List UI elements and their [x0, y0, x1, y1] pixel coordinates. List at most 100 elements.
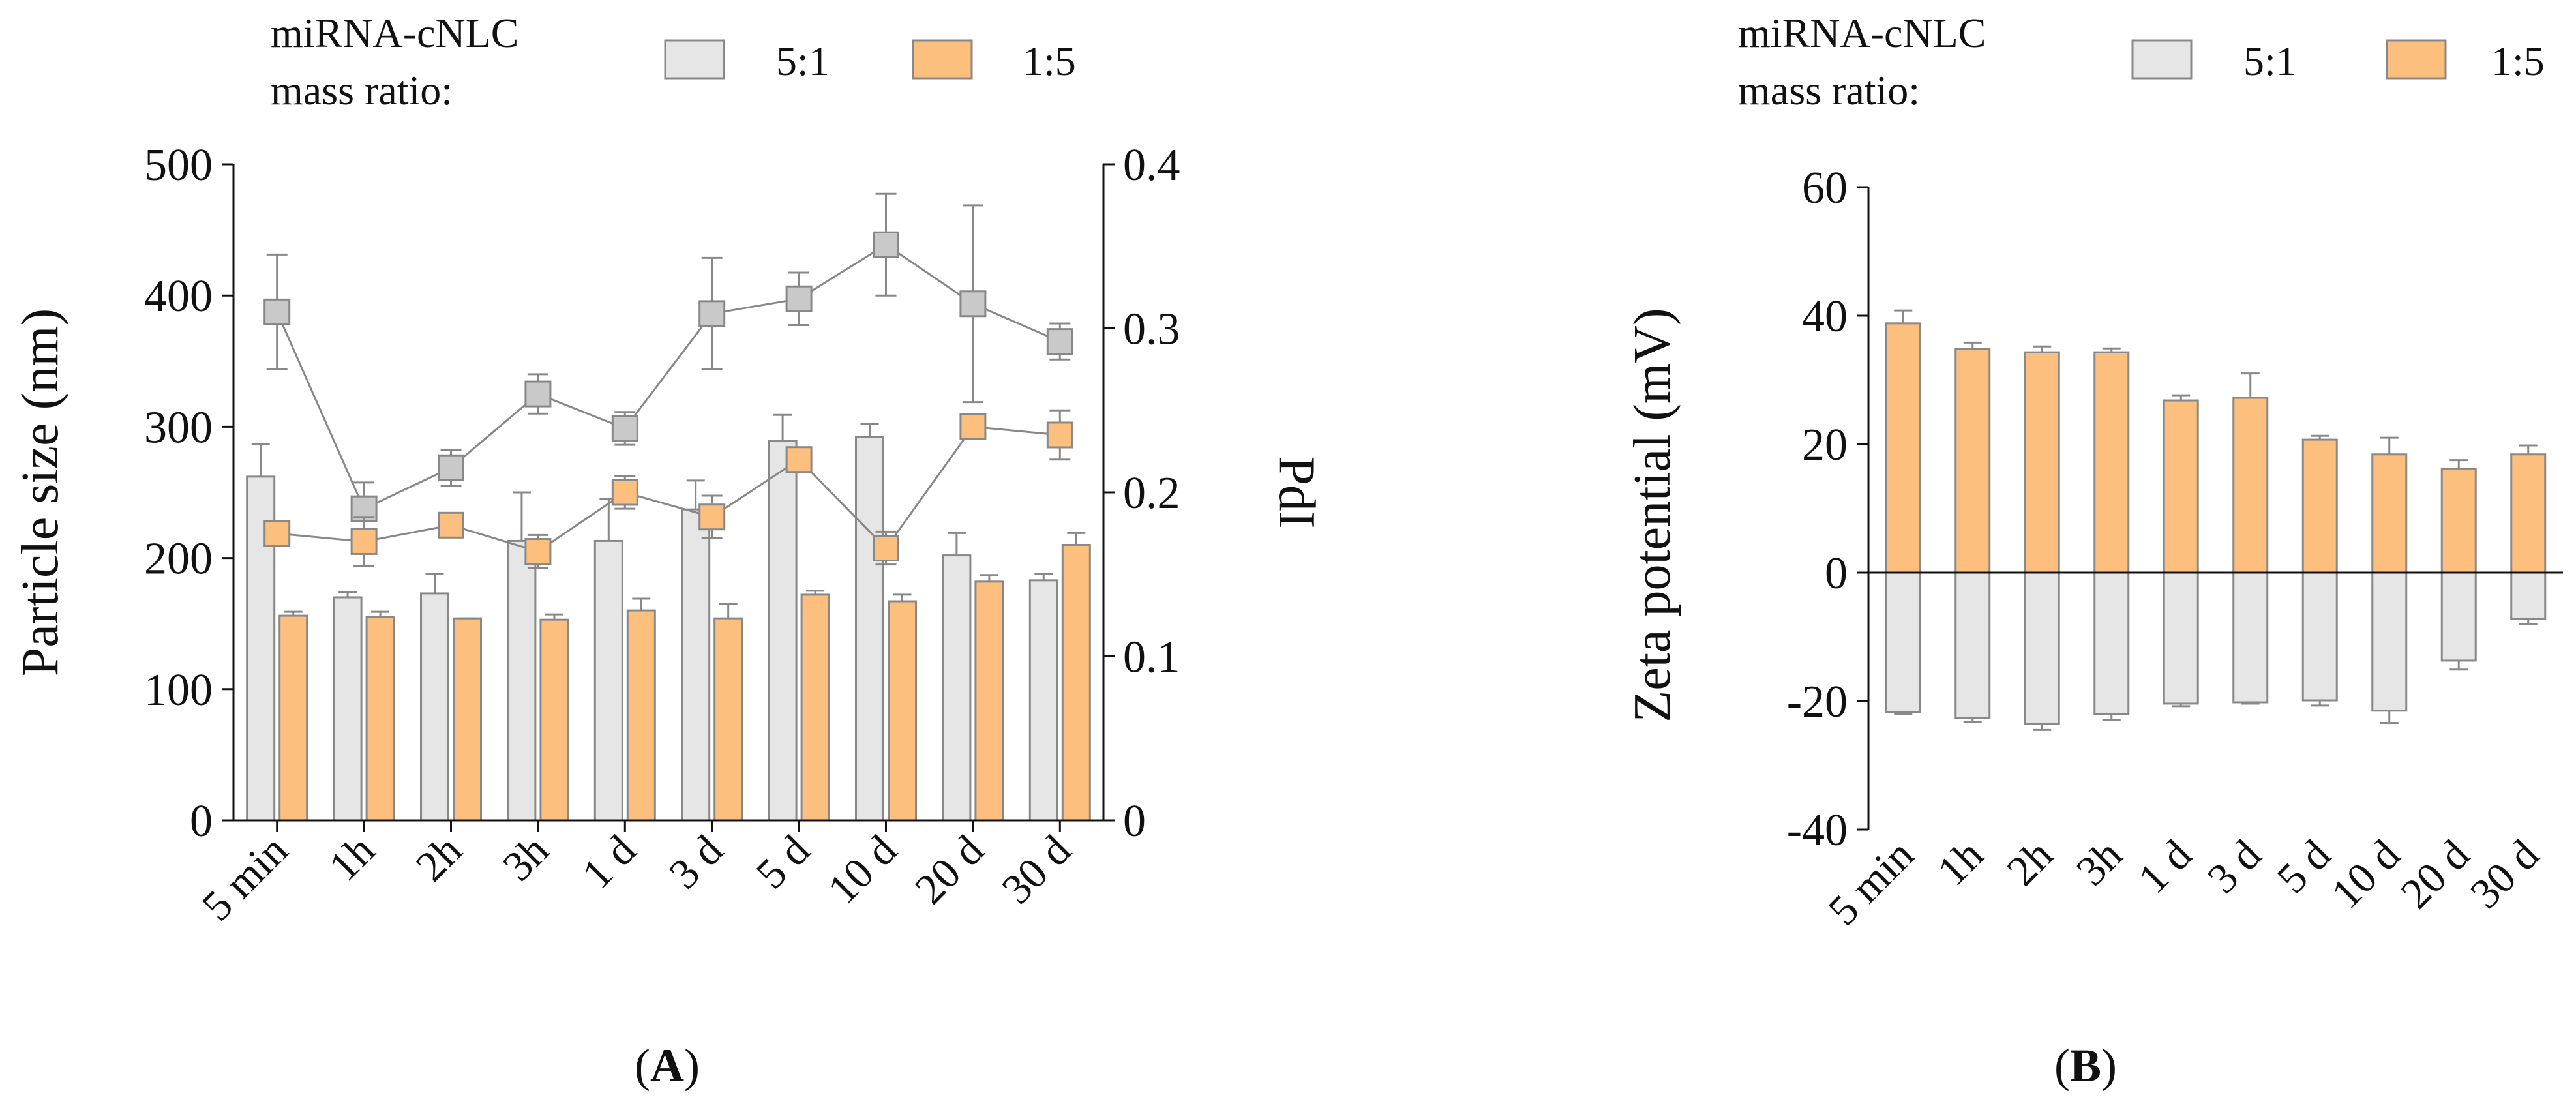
- bar-1-5: [453, 617, 482, 822]
- panel-a-xtick-label: 20 d: [906, 826, 993, 913]
- legend-b-swatch-1-5: [2386, 39, 2447, 80]
- panel-b-ytick-label: 20: [1802, 420, 1848, 470]
- bar-1-5: [800, 593, 830, 822]
- bar-1-5: [626, 609, 656, 822]
- pdi-5-1-marker: [698, 300, 726, 327]
- panel-a-label: (A): [635, 1040, 700, 1092]
- panel-b-ytick-label: 60: [1802, 163, 1848, 213]
- pdi-1-5-marker: [959, 413, 987, 440]
- panel-b-ytick-label: -20: [1787, 677, 1848, 727]
- panel-b-ytick-label: 40: [1802, 292, 1848, 342]
- bar-1-5: [539, 618, 569, 822]
- bar-1-5: [278, 614, 308, 822]
- legend-a-title-line2: mass ratio:: [271, 67, 453, 113]
- panel-b-xtick-label: 10 d: [2322, 831, 2409, 918]
- panel-b-xtick-label: 20 d: [2392, 831, 2479, 918]
- panel-b-letter: B: [2070, 1040, 2101, 1092]
- bar-5-1: [2024, 571, 2060, 725]
- panel-a-letter: A: [650, 1040, 684, 1092]
- bar-1-5: [2093, 351, 2130, 574]
- bar-1-5: [1885, 322, 1921, 574]
- panel-a-ytick-label: 0: [190, 796, 213, 846]
- panel-a-pdi-lines: [263, 192, 1073, 569]
- pdi-1-5-line: [277, 425, 1060, 553]
- panel-a-y2tick-label: 0: [1123, 796, 1146, 846]
- pdi-1-5-marker: [263, 520, 291, 547]
- bar-5-1: [681, 508, 711, 822]
- panel-a-xtick-label: 30 d: [993, 826, 1080, 913]
- pdi-1-5-marker: [698, 503, 726, 531]
- bar-5-1: [507, 539, 537, 822]
- panel-a-bars: [246, 413, 1091, 822]
- legend-a-swatch-1-5: [912, 39, 973, 80]
- pdi-1-5-marker: [785, 446, 813, 473]
- panel-a-xtick-label: 2h: [407, 826, 471, 890]
- bar-1-5: [1954, 348, 1991, 574]
- bar-5-1: [420, 592, 449, 822]
- bar-5-1: [855, 436, 884, 822]
- panel-a-y2tick-label: 0.3: [1123, 305, 1180, 355]
- legend-b-title-line2: mass ratio:: [1738, 67, 1920, 113]
- pdi-1-5-marker: [1046, 421, 1073, 449]
- panel-a-ytick-label: 500: [144, 140, 213, 190]
- legend-b: miRNA-cNLC mass ratio: 5:1 1:5: [1738, 10, 2545, 113]
- panel-b-ylabel: Zeta potential (mV): [1624, 308, 1681, 722]
- panel-a-ytick-label: 200: [144, 534, 213, 584]
- bar-5-1: [333, 596, 363, 822]
- panel-a-y2tick-label: 0.2: [1123, 468, 1180, 518]
- bar-1-5: [2232, 397, 2269, 574]
- bar-5-1: [1885, 571, 1921, 713]
- pdi-1-5-marker: [611, 479, 638, 506]
- pdi-5-1-marker: [873, 231, 899, 258]
- panel-b-xtick-label: 3 d: [2198, 831, 2270, 903]
- legend-a-label-5-1: 5:1: [776, 38, 830, 84]
- bar-5-1: [2301, 571, 2338, 702]
- panel-a-xtick-label: 5 d: [747, 826, 819, 898]
- panel-b-xtick-label: 30 d: [2461, 831, 2548, 918]
- bar-5-1: [2232, 571, 2269, 704]
- panel-a-xtick-label: 10 d: [819, 826, 906, 913]
- legend-a-label-1-5: 1:5: [1023, 38, 1076, 84]
- pdi-1-5-marker: [873, 535, 899, 562]
- bar-5-1: [2093, 571, 2130, 715]
- legend-a-title-line1: miRNA-cNLC: [271, 10, 518, 56]
- panel-b-bars: [1885, 309, 2547, 731]
- bar-5-1: [1028, 579, 1058, 822]
- panel-b-xtick-label: 5 d: [2268, 831, 2340, 903]
- bar-5-1: [2163, 571, 2199, 705]
- bar-5-1: [2440, 571, 2477, 662]
- panel-b-ytick-label: -40: [1787, 805, 1848, 856]
- bar-1-5: [2510, 453, 2547, 574]
- panel-b-xtick-label: 3h: [2067, 831, 2131, 895]
- pdi-5-1-marker: [959, 290, 987, 318]
- pdi-1-5-marker: [350, 528, 378, 555]
- bar-1-5: [888, 600, 917, 822]
- panel-b-xtick-label: 1 d: [2129, 831, 2201, 903]
- bar-1-5: [2440, 467, 2477, 574]
- bar-5-1: [2371, 571, 2408, 712]
- bar-1-5: [2163, 399, 2199, 574]
- legend-a-swatch-5-1: [664, 39, 725, 80]
- pdi-5-1-marker: [263, 298, 291, 325]
- bar-1-5: [2024, 351, 2060, 574]
- pdi-5-1-marker: [438, 454, 464, 481]
- bar-1-5: [2301, 438, 2338, 574]
- panel-a-ylabel: Particle size (nm): [12, 308, 69, 676]
- pdi-5-1-marker: [524, 380, 552, 408]
- legend-b-swatch-5-1: [2131, 39, 2193, 80]
- panel-a-xtick-label: 1h: [320, 826, 383, 890]
- bar-5-1: [2510, 571, 2547, 620]
- panel-a-xtick-label: 3h: [494, 826, 558, 890]
- bar-1-5: [365, 616, 395, 822]
- panel-a-xtick-label: 1 d: [573, 826, 645, 898]
- bar-5-1: [768, 440, 798, 822]
- bar-5-1: [942, 554, 972, 822]
- bar-5-1: [593, 539, 623, 822]
- panel-b-xtick-label: 2h: [1998, 831, 2062, 895]
- panel-b-xtick-label: 1h: [1928, 831, 1992, 895]
- bar-1-5: [1061, 543, 1091, 822]
- panel-a-y2tick-label: 0.1: [1123, 633, 1180, 683]
